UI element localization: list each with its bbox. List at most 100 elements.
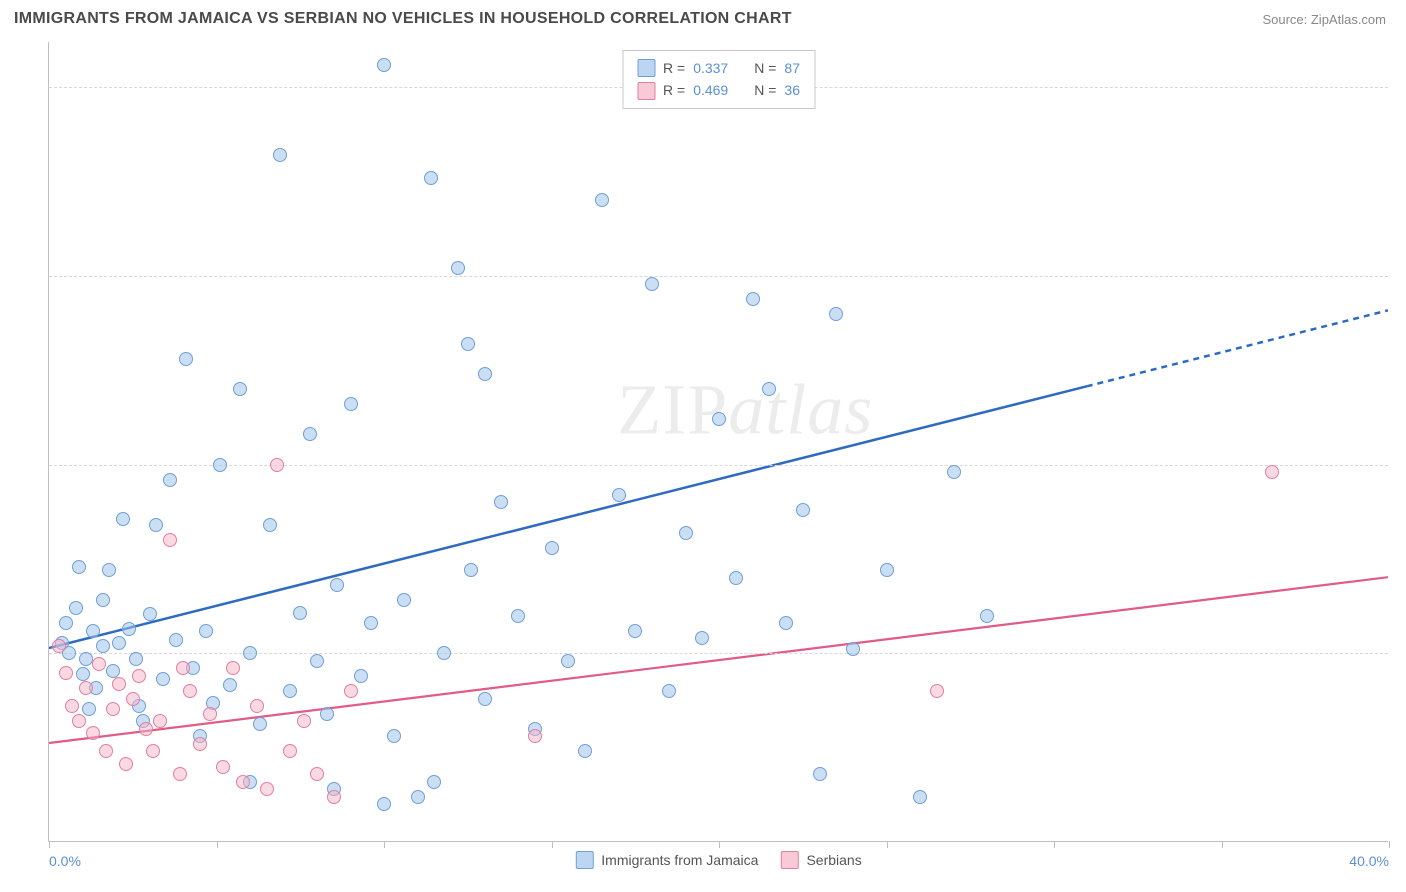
data-point <box>846 642 860 656</box>
data-point <box>79 681 93 695</box>
data-point <box>253 717 267 731</box>
gridline <box>49 465 1388 466</box>
data-point <box>146 744 160 758</box>
data-point <box>880 563 894 577</box>
n-value: 36 <box>784 79 800 101</box>
data-point <box>578 744 592 758</box>
data-point <box>143 607 157 621</box>
data-point <box>112 636 126 650</box>
data-point <box>149 518 163 532</box>
legend-row: R =0.469N =36 <box>637 79 800 101</box>
data-point <box>1265 465 1279 479</box>
data-point <box>216 760 230 774</box>
data-point <box>813 767 827 781</box>
data-point <box>829 307 843 321</box>
data-point <box>293 606 307 620</box>
data-point <box>437 646 451 660</box>
data-point <box>126 692 140 706</box>
series-legend: Immigrants from Jamaica Serbians <box>575 851 861 869</box>
legend-swatch <box>780 851 798 869</box>
data-point <box>283 744 297 758</box>
data-point <box>464 563 478 577</box>
data-point <box>451 261 465 275</box>
legend-swatch <box>575 851 593 869</box>
data-point <box>153 714 167 728</box>
data-point <box>59 616 73 630</box>
data-point <box>193 737 207 751</box>
legend-swatch <box>637 59 655 77</box>
data-point <box>86 726 100 740</box>
data-point <box>65 699 79 713</box>
data-point <box>344 397 358 411</box>
data-point <box>173 767 187 781</box>
data-point <box>796 503 810 517</box>
data-point <box>595 193 609 207</box>
data-point <box>377 58 391 72</box>
data-point <box>545 541 559 555</box>
r-value: 0.337 <box>693 57 728 79</box>
data-point <box>72 714 86 728</box>
data-point <box>297 714 311 728</box>
data-point <box>397 593 411 607</box>
data-point <box>106 702 120 716</box>
data-point <box>320 707 334 721</box>
data-point <box>156 672 170 686</box>
data-point <box>179 352 193 366</box>
x-tick <box>719 841 720 848</box>
y-tick-label: 37.5% <box>1393 268 1406 284</box>
data-point <box>947 465 961 479</box>
data-point <box>327 790 341 804</box>
legend-row: R =0.337N =87 <box>637 57 800 79</box>
data-point <box>377 797 391 811</box>
data-point <box>310 767 324 781</box>
data-point <box>226 661 240 675</box>
x-tick <box>49 841 50 848</box>
data-point <box>86 624 100 638</box>
data-point <box>779 616 793 630</box>
data-point <box>96 639 110 653</box>
data-point <box>243 646 257 660</box>
data-point <box>411 790 425 804</box>
data-point <box>478 367 492 381</box>
data-point <box>72 560 86 574</box>
data-point <box>129 652 143 666</box>
data-point <box>270 458 284 472</box>
data-point <box>169 633 183 647</box>
data-point <box>310 654 324 668</box>
data-point <box>729 571 743 585</box>
data-point <box>122 622 136 636</box>
source-link[interactable]: ZipAtlas.com <box>1311 12 1386 27</box>
x-tick <box>887 841 888 848</box>
n-value: 87 <box>784 57 800 79</box>
legend-item: Immigrants from Jamaica <box>575 851 758 869</box>
chart-header: IMMIGRANTS FROM JAMAICA VS SERBIAN NO VE… <box>0 0 1406 36</box>
data-point <box>176 661 190 675</box>
data-point <box>511 609 525 623</box>
source-prefix: Source: <box>1262 12 1310 27</box>
x-tick <box>217 841 218 848</box>
data-point <box>662 684 676 698</box>
legend-item: Serbians <box>780 851 861 869</box>
r-value: 0.469 <box>693 79 728 101</box>
data-point <box>52 639 66 653</box>
n-label: N = <box>754 79 776 101</box>
data-point <box>283 684 297 698</box>
data-point <box>528 729 542 743</box>
data-point <box>980 609 994 623</box>
data-point <box>96 593 110 607</box>
x-tick <box>1054 841 1055 848</box>
data-point <box>273 148 287 162</box>
source-attribution: Source: ZipAtlas.com <box>1262 12 1386 27</box>
data-point <box>76 667 90 681</box>
legend-swatch <box>637 82 655 100</box>
data-point <box>628 624 642 638</box>
data-point <box>387 729 401 743</box>
data-point <box>116 512 130 526</box>
data-point <box>260 782 274 796</box>
data-point <box>303 427 317 441</box>
data-point <box>427 775 441 789</box>
data-point <box>79 652 93 666</box>
data-point <box>92 657 106 671</box>
data-point <box>424 171 438 185</box>
data-point <box>183 684 197 698</box>
